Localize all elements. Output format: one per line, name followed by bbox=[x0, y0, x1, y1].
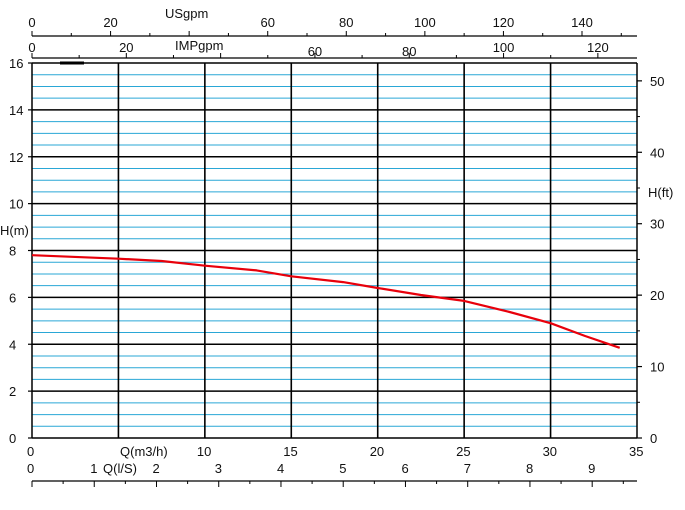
usgpm-tick-label: 80 bbox=[339, 15, 353, 30]
y-tick-label: 0 bbox=[9, 431, 16, 446]
y-tick-label: 2 bbox=[9, 384, 16, 399]
usgpm-tick-label: 120 bbox=[493, 15, 515, 30]
x-tick-label: 30 bbox=[543, 444, 557, 459]
usgpm-tick-label: 20 bbox=[103, 15, 117, 30]
ls-tick-label: 5 bbox=[339, 461, 346, 476]
y-tick-label: 8 bbox=[9, 244, 16, 259]
performance-curve bbox=[31, 254, 621, 349]
usgpm-axis-label: USgpm bbox=[165, 6, 208, 21]
ls-tick-label: 6 bbox=[401, 461, 408, 476]
ls-axis-label: Q(l/S) bbox=[103, 461, 137, 476]
ls-tick-label: 1 bbox=[90, 461, 97, 476]
impgpm-axis-label: IMPgpm bbox=[175, 38, 223, 53]
usgpm-tick-label: 100 bbox=[414, 15, 436, 30]
usgpm-tick-label: 140 bbox=[571, 15, 593, 30]
grid bbox=[32, 63, 637, 438]
ls-tick-label: 9 bbox=[588, 461, 595, 476]
right-tick-label: 50 bbox=[650, 74, 664, 89]
x-tick-label: 10 bbox=[197, 444, 211, 459]
y-tick-label: 6 bbox=[9, 290, 16, 305]
y-axis-label: H(m) bbox=[0, 223, 29, 238]
right-tick-label: 10 bbox=[650, 360, 664, 375]
ls-tick-label: 4 bbox=[277, 461, 284, 476]
x-axis-label: Q(m3/h) bbox=[120, 444, 168, 459]
axes bbox=[28, 31, 642, 487]
x-tick-label: 25 bbox=[456, 444, 470, 459]
y-tick-label: 12 bbox=[9, 150, 23, 165]
right-tick-label: 0 bbox=[650, 431, 657, 446]
right-tick-label: 30 bbox=[650, 217, 664, 232]
usgpm-tick-label: 0 bbox=[28, 15, 35, 30]
impgpm-tick-label: 120 bbox=[587, 40, 609, 55]
y-tick-label: 4 bbox=[9, 337, 16, 352]
y-tick-label: 14 bbox=[9, 103, 23, 118]
usgpm-tick-label: 60 bbox=[260, 15, 274, 30]
right-tick-label: 40 bbox=[650, 145, 664, 160]
right-axis-label: H(ft) bbox=[648, 185, 673, 200]
ls-tick-label: 8 bbox=[526, 461, 533, 476]
ls-tick-label: 2 bbox=[152, 461, 159, 476]
ls-tick-label: 3 bbox=[215, 461, 222, 476]
x-tick-label: 35 bbox=[629, 444, 643, 459]
ls-tick-label: 0 bbox=[27, 461, 34, 476]
impgpm-tick-label: 80 bbox=[402, 44, 416, 59]
x-tick-label: 15 bbox=[283, 444, 297, 459]
impgpm-tick-label: 100 bbox=[493, 40, 515, 55]
series-line-0 bbox=[31, 254, 621, 349]
y-tick-label: 16 bbox=[9, 56, 23, 71]
impgpm-tick-label: 20 bbox=[119, 40, 133, 55]
impgpm-tick-label: 0 bbox=[28, 40, 35, 55]
x-tick-label: 20 bbox=[370, 444, 384, 459]
ls-tick-label: 7 bbox=[464, 461, 471, 476]
impgpm-tick-label: 60 bbox=[308, 44, 322, 59]
y-tick-label: 10 bbox=[9, 197, 23, 212]
x-tick-label: 0 bbox=[27, 444, 34, 459]
right-tick-label: 20 bbox=[650, 288, 664, 303]
